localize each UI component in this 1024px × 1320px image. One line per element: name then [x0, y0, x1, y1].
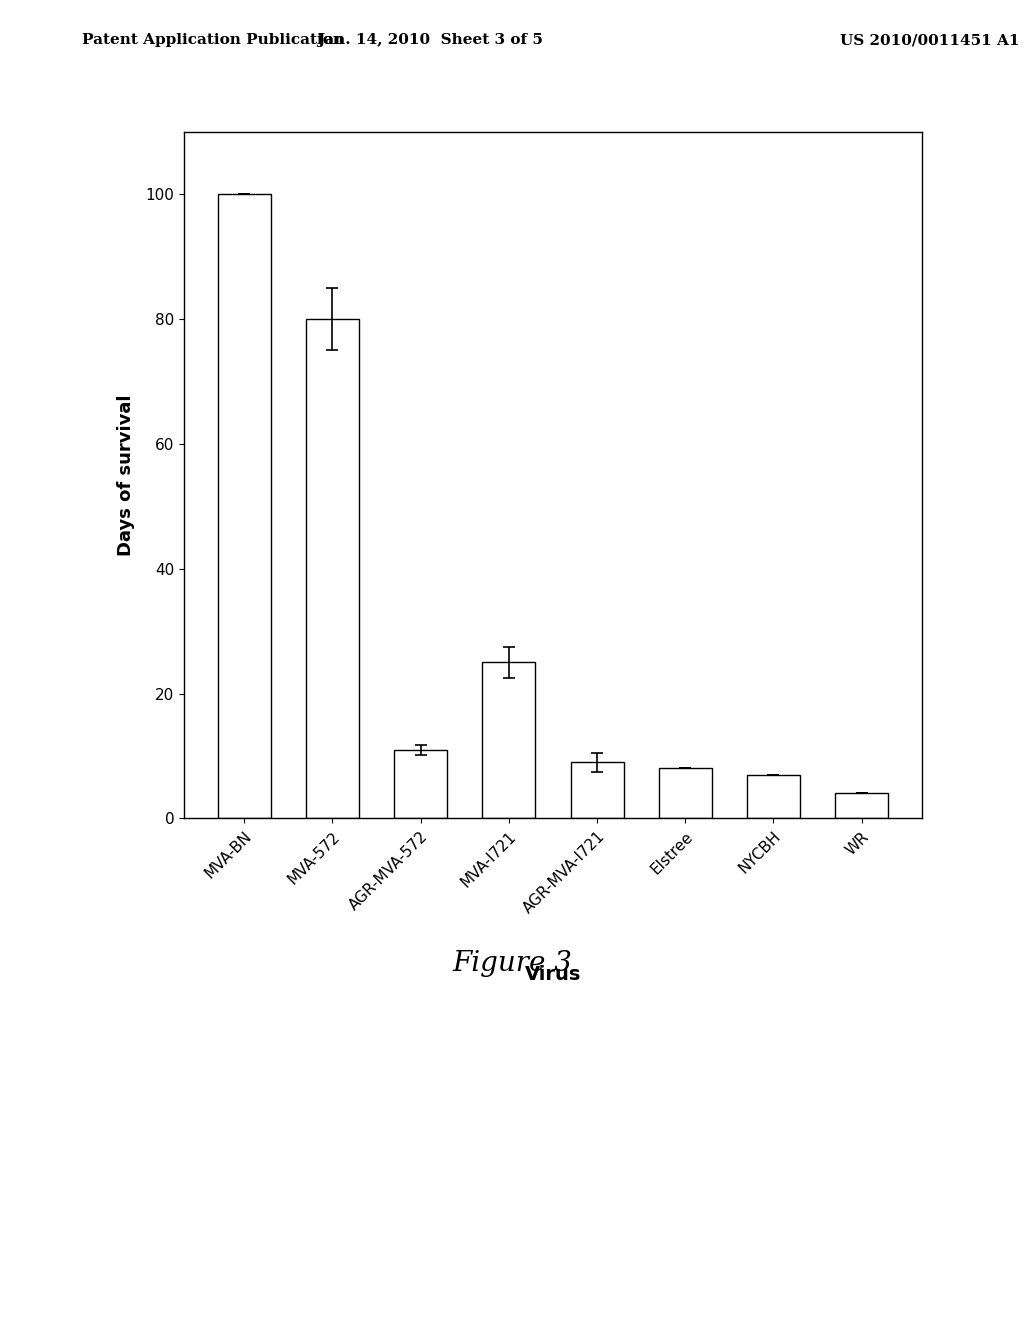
Bar [746, 775, 800, 818]
Bar [394, 750, 447, 818]
Bar [658, 768, 712, 818]
Text: US 2010/0011451 A1: US 2010/0011451 A1 [840, 33, 1019, 48]
Bar [306, 319, 359, 818]
Bar [218, 194, 270, 818]
Bar [836, 793, 888, 818]
Bar [482, 663, 536, 818]
X-axis label: Virus: Virus [524, 965, 582, 983]
Y-axis label: Days of survival: Days of survival [117, 395, 134, 556]
Text: Jan. 14, 2010  Sheet 3 of 5: Jan. 14, 2010 Sheet 3 of 5 [317, 33, 543, 48]
Text: Patent Application Publication: Patent Application Publication [82, 33, 344, 48]
Text: Figure 3: Figure 3 [452, 950, 572, 977]
Bar [570, 762, 624, 818]
